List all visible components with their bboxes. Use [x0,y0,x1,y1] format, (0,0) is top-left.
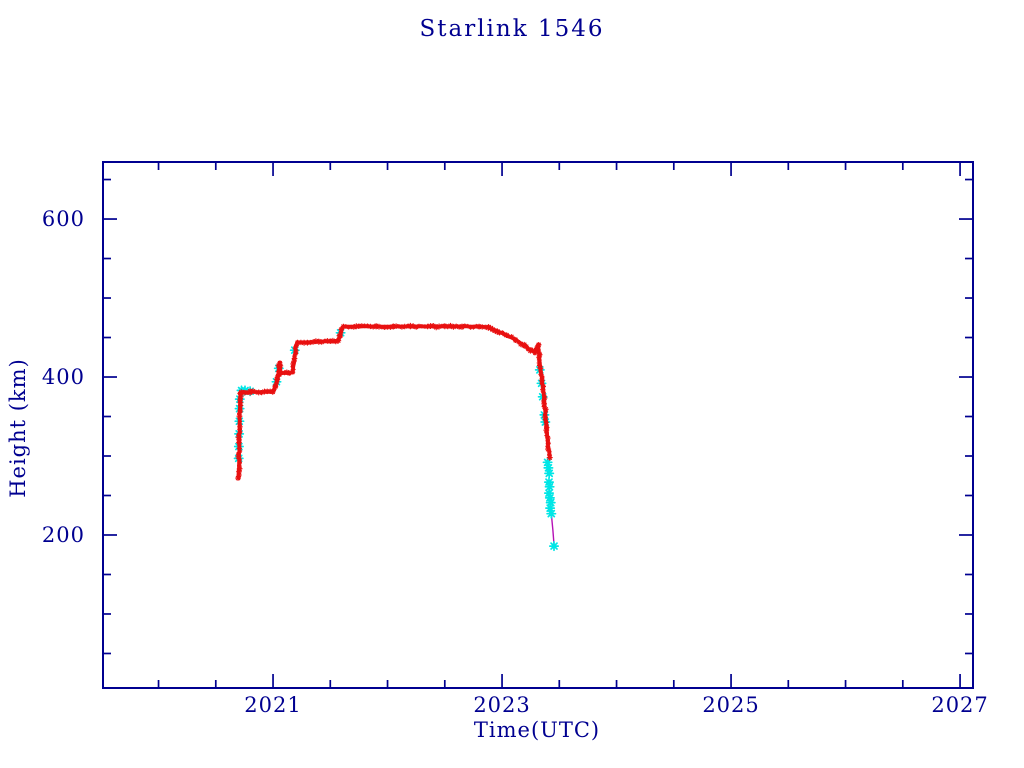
red-asterisk-markers [235,322,553,481]
x-tick-label: 2021 [244,693,301,717]
series-height-observed [235,322,553,481]
x-axis-label: Time(UTC) [473,718,601,742]
x-tick-label: 2023 [473,693,530,717]
y-tick-label: 200 [42,523,85,547]
y-tick-label: 400 [42,365,85,389]
tick-labels: 2021 2023 2025 2027 200 400 600 [42,207,988,717]
series-height-decay-cyan [233,327,560,552]
red-trace [236,324,552,480]
cyan-star-markers [233,327,560,552]
x-tick-label: 2025 [702,693,759,717]
y-tick-label: 600 [42,207,85,231]
series-decay-tail-line [550,513,555,545]
chart-title: Starlink 1546 [419,16,605,42]
x-tick-label: 2027 [931,693,988,717]
plot-frame [102,161,974,689]
tail-line [550,513,555,545]
axis-ticks [103,162,973,688]
